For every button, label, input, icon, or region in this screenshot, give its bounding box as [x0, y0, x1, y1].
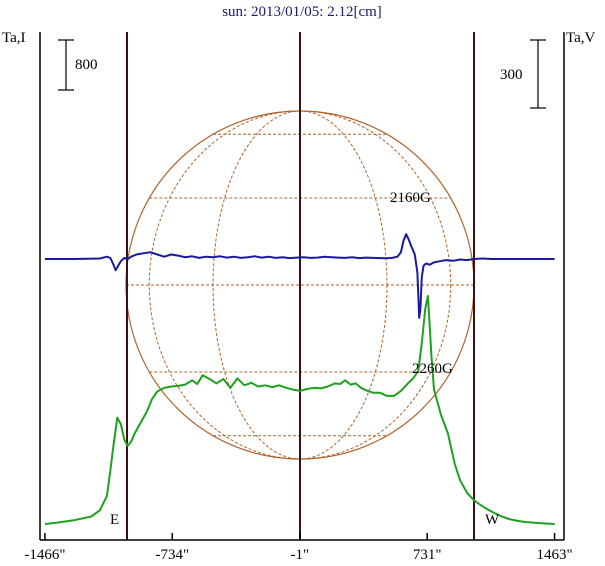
- annotation-2160g: 2160G: [390, 190, 431, 206]
- x-axis-ticks: -1466" -734" -1" 731" 1463": [24, 533, 573, 563]
- polarization-series-line: [44, 233, 555, 319]
- left-scale-bar: 800: [58, 39, 98, 91]
- chart-title: sun: 2013/01/05: 2.12[cm]: [222, 4, 382, 20]
- x-tick-label: -734": [155, 547, 189, 563]
- x-tick-label: 731": [413, 547, 442, 563]
- west-limb-label: W: [485, 512, 500, 528]
- x-tick-label: -1466": [24, 547, 65, 563]
- left-axis-label: Ta,I: [2, 30, 26, 46]
- left-scale-value: 800: [75, 57, 98, 73]
- east-limb-label: E: [110, 512, 119, 528]
- plot-frame: [39, 32, 565, 541]
- annotation-2260g: 2260G: [412, 361, 453, 377]
- intensity-series-line: [44, 294, 555, 525]
- right-scale-value: 300: [500, 67, 523, 83]
- right-axis-label: Ta,V: [566, 30, 596, 46]
- x-tick-label: 1463": [536, 547, 572, 563]
- x-tick-label: -1": [291, 547, 310, 563]
- right-scale-bar: 300: [500, 39, 546, 109]
